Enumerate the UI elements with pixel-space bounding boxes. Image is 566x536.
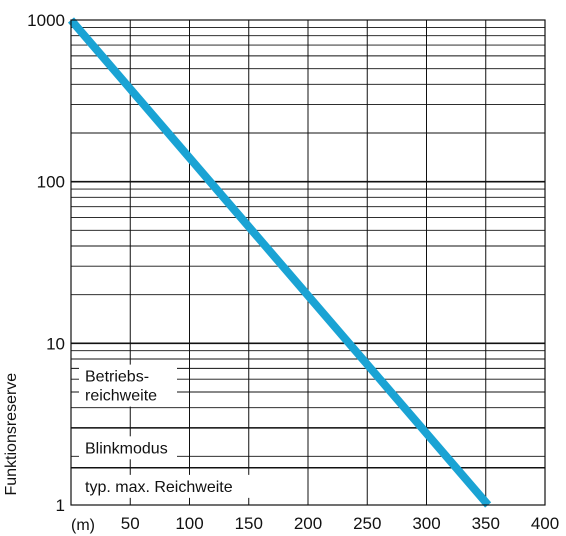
x-unit-label: (m) bbox=[71, 517, 95, 534]
y-tick-label: 1000 bbox=[27, 11, 65, 30]
series-line bbox=[67, 17, 492, 508]
y-axis-label: Funktionsreserve bbox=[3, 373, 20, 496]
x-tick-label: 350 bbox=[472, 514, 500, 533]
y-tick-label: 100 bbox=[37, 173, 65, 192]
zone-label: typ. max. Reichweite bbox=[85, 479, 233, 496]
grid-layer bbox=[71, 20, 545, 505]
zone-label: Blinkmodus bbox=[85, 440, 168, 457]
y-tick-label: 1 bbox=[56, 496, 65, 515]
y-tick-label: 10 bbox=[46, 334, 65, 353]
zone-layer: typ. max. Reichweite Blinkmodus Betriebs-r… bbox=[71, 364, 545, 498]
x-tick-label: 100 bbox=[175, 514, 203, 533]
zone-label: Betriebs- bbox=[85, 369, 149, 386]
series-layer bbox=[67, 17, 492, 508]
x-tick-label: 400 bbox=[531, 514, 559, 533]
zone-label-background bbox=[79, 436, 177, 460]
x-tick-label: 150 bbox=[235, 514, 263, 533]
zone-label: reichweite bbox=[85, 388, 157, 405]
x-tick-label: 300 bbox=[412, 514, 440, 533]
axis-layer: 1 10 100 1000 50 100 150 200 250 300 350 400 (m) Funk… bbox=[3, 11, 559, 534]
x-tick-label: 50 bbox=[121, 514, 140, 533]
x-tick-label: 200 bbox=[294, 514, 322, 533]
plot-border bbox=[70, 19, 546, 506]
zone-label-background bbox=[79, 364, 177, 407]
zone-label-background bbox=[79, 474, 263, 498]
x-tick-label: 250 bbox=[353, 514, 381, 533]
